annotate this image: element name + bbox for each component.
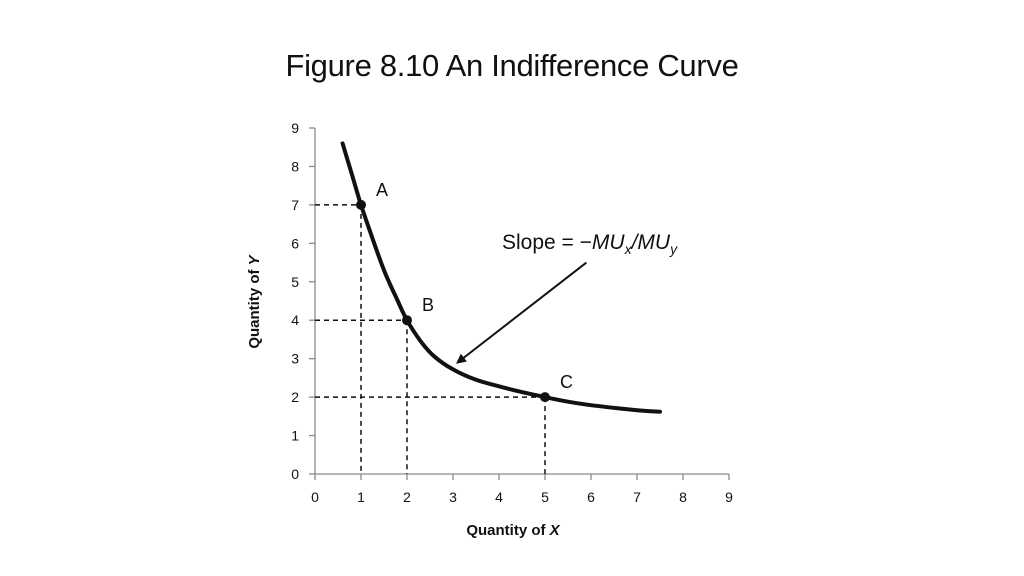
x-tick-label: 7 [633, 489, 641, 505]
slope-sub-y: y [669, 241, 678, 257]
slope-arrow [456, 261, 588, 364]
y-tick-label: 3 [291, 351, 299, 367]
x-tick-label: 1 [357, 489, 365, 505]
x-tick-label: 6 [587, 489, 595, 505]
y-axis-label-prefix: Quantity of [246, 265, 263, 348]
slide-title: Figure 8.10 An Indifference Curve [285, 48, 739, 83]
y-tick-label: 0 [291, 466, 299, 482]
axes [314, 128, 729, 475]
x-tick-label: 9 [725, 489, 733, 505]
point-a [356, 199, 366, 210]
point-label-c: C [560, 372, 573, 392]
point-label-b: B [422, 295, 434, 315]
x-tick-label: 3 [449, 489, 457, 505]
point-b [402, 315, 412, 326]
x-axis-label-prefix: Quantity of [466, 522, 549, 539]
slope-sub-x: x [624, 241, 633, 257]
x-tick-label: 5 [541, 489, 549, 505]
slope-prefix: Slope = − [502, 231, 592, 254]
slope-mu-x: MU [592, 231, 625, 254]
x-axis-label-var: X [549, 522, 561, 539]
x-tick-label: 2 [403, 489, 411, 505]
point-c [540, 392, 550, 403]
x-tick-label: 4 [495, 489, 503, 505]
y-tick-label: 7 [291, 197, 299, 213]
y-tick-label: 4 [291, 312, 299, 328]
indifference-curve-line [340, 141, 662, 414]
point-label-a: A [376, 180, 388, 200]
slope-slash: / [630, 231, 640, 254]
y-tick-label: 5 [291, 274, 299, 290]
y-tick-label: 2 [291, 389, 299, 405]
x-tick-label: 0 [311, 489, 319, 505]
y-axis-label: Quantity of Y [246, 253, 263, 348]
x-tick-label: 8 [679, 489, 687, 505]
y-tick-label: 1 [291, 428, 299, 444]
slope-annotation: Slope = −MUx/MUy [502, 231, 678, 257]
y-tick-label: 9 [291, 120, 299, 136]
ticks: 0 1 2 3 4 5 6 7 8 9 0 1 2 3 4 5 6 7 8 9 [291, 120, 733, 505]
dashed-guides [315, 204, 546, 474]
curve-points: A B C [356, 180, 573, 403]
x-axis-label: Quantity of X [466, 522, 560, 539]
y-tick-label: 6 [291, 235, 299, 251]
slope-mu-y: MU [637, 231, 670, 254]
y-tick-label: 8 [291, 158, 299, 174]
y-axis-label-var: Y [246, 253, 263, 265]
